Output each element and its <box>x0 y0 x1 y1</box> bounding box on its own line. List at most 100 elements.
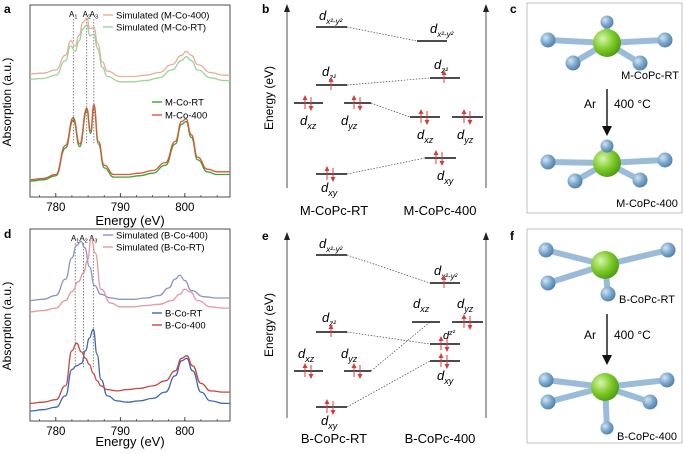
label-m-copc-rt: M-CoPc-RT <box>300 203 368 218</box>
panel-label-f: f <box>510 229 515 243</box>
series-line-a-0 <box>29 17 230 78</box>
panel-e: e Energy (eV) dx²-y² dz² dxz dyz <box>262 229 489 446</box>
orbital-e-400-yz: dyz <box>457 296 474 314</box>
panel-label-c: c <box>510 2 517 16</box>
series-line-d-2 <box>29 328 230 412</box>
orbital-400-xy: dxy <box>437 168 454 186</box>
peak-label-a-1: A2 <box>83 10 91 21</box>
orbital-e-400-xy: dxy <box>437 368 454 386</box>
panel-c: c M-CoPc-RT Ar 400 °C <box>510 2 683 214</box>
arrow-temp-c: 400 °C <box>614 97 651 111</box>
x-tick-label-d-0: 780 <box>46 426 65 438</box>
orbital-e-rt-yz: dyz <box>341 346 358 364</box>
xlabel-d: Energy (eV) <box>95 434 164 449</box>
label-c-top: M-CoPc-RT <box>621 70 679 82</box>
legend-bottom-d: B-Co-RT B-Co-400 <box>152 309 206 332</box>
legend-label-sim-b-400: Simulated (B-Co-400) <box>116 231 208 242</box>
legend-top-d: Simulated (B-Co-400) Simulated (B-Co-RT) <box>103 231 208 254</box>
panel-b: b Energy (eV) dx²-y² dz² dxz dyz <box>262 2 489 218</box>
legend-label-sim-400: Simulated (M-Co-400) <box>116 11 209 22</box>
energy-ylabel-b: Energy (eV) <box>262 66 276 130</box>
orbital-400-z2: dz² <box>434 57 448 75</box>
ylabel-a: Absorption (a.u.) <box>0 58 14 147</box>
energy-ylabel-e: Energy (eV) <box>262 293 276 357</box>
connectors-e <box>346 254 431 408</box>
series-line-d-3 <box>29 342 230 405</box>
axes-d: 780 790 800 <box>39 417 218 438</box>
x-tick-label-a-2: 800 <box>175 202 194 214</box>
electron-pair-400-xz <box>418 109 430 125</box>
electron-pair-e-400-z2 <box>438 336 450 352</box>
energy-axis-arrowhead-left-e <box>284 232 290 240</box>
structure-frame-f <box>526 228 683 444</box>
series-line-a-1 <box>29 24 230 83</box>
peak-label-a-2: A3 <box>90 10 98 21</box>
orbital-rt-xz: dxz <box>300 113 317 131</box>
orbital-rt-xy: dxy <box>321 180 338 198</box>
electron-e-400-x2y2 <box>441 275 447 288</box>
legend-label-sim-rt: Simulated (M-Co-RT) <box>116 23 206 34</box>
x-tick-label-a-1: 790 <box>111 202 130 214</box>
series-line-a-2 <box>29 106 230 182</box>
orbital-rt-yz: dyz <box>341 113 358 131</box>
electron-pair-e-rt-xy <box>324 399 336 415</box>
legend-label-b-co-400: B-Co-400 <box>165 321 206 332</box>
orbital-rt-x2y2: dx²-y² <box>319 8 343 26</box>
panel-label-b: b <box>262 2 269 16</box>
series-line-a-3 <box>29 103 230 181</box>
legend-label-m-co-400: M-Co-400 <box>165 111 207 122</box>
label-b-copc-rt: B-CoPc-RT <box>301 431 367 446</box>
molecule-m-400 <box>540 139 673 189</box>
orbital-e-400-z2: dz² <box>443 330 456 342</box>
orbital-e-400-xz: dxz <box>413 296 430 314</box>
energy-axis-arrowhead-right-e <box>483 232 489 240</box>
label-b-copc-400: B-CoPc-400 <box>405 431 476 446</box>
legend-label-sim-b-rt: Simulated (B-Co-RT) <box>116 243 205 254</box>
panel-label-d: d <box>4 227 11 241</box>
electron-rt-z2 <box>328 77 334 90</box>
electron-pair-400-yz <box>461 109 473 125</box>
orbital-e-rt-x2y2: dx²-y² <box>319 236 343 254</box>
label-f-bottom: B-CoPc-400 <box>617 431 677 443</box>
peak-label-d-0: A1 <box>71 234 79 245</box>
arrow-gas-f: Ar <box>584 328 596 342</box>
electron-pair-400-xy <box>433 150 445 166</box>
legend-top-a: Simulated (M-Co-400) Simulated (M-Co-RT) <box>103 11 209 34</box>
x-tick-label-d-1: 790 <box>111 426 130 438</box>
orbital-e-400-x2y2: dx²-y² <box>434 263 458 281</box>
plot-frame-d <box>29 228 231 422</box>
axes-a: 780 790 800 <box>39 193 218 214</box>
label-c-bottom: M-CoPc-400 <box>616 198 678 210</box>
molecule-m-rt <box>540 15 673 71</box>
label-m-copc-400: M-CoPc-400 <box>404 203 477 218</box>
electron-pair-rt-yz <box>351 95 363 111</box>
peak-label-d-2: A3 <box>89 234 97 245</box>
electron-400-z2 <box>441 70 447 83</box>
legend-label-b-co-rt: B-Co-RT <box>165 309 202 320</box>
series-line-d-0 <box>29 240 230 302</box>
ylabel-d: Absorption (a.u.) <box>0 282 14 371</box>
arrow-head-f <box>602 355 612 365</box>
panel-label-a: a <box>4 2 11 16</box>
electron-e-rt-z2 <box>328 324 334 337</box>
arrow-gas-c: Ar <box>584 97 596 111</box>
peak-label-d-1: A2 <box>79 234 87 245</box>
electron-pair-e-rt-yz <box>351 363 363 379</box>
orbital-e-rt-xy: dxy <box>321 413 338 431</box>
panel-label-e: e <box>262 229 269 243</box>
energy-axis-arrowhead-right-b <box>483 4 489 12</box>
electron-pair-rt-xy <box>324 166 336 182</box>
legend-label-m-co-rt: M-Co-RT <box>165 98 204 109</box>
x-tick-label-d-2: 800 <box>175 426 194 438</box>
orbital-400-xz: dxz <box>417 127 434 145</box>
energy-axis-arrowhead-left-b <box>284 4 290 12</box>
structure-frame-c <box>526 2 683 214</box>
panel-f: f B-CoPc-RT Ar 400 °C <box>510 228 683 444</box>
orbital-e-rt-z2: dz² <box>322 310 336 328</box>
molecule-b-400 <box>538 372 675 435</box>
arrow-head-c <box>602 126 612 136</box>
label-f-top: B-CoPc-RT <box>619 294 675 306</box>
